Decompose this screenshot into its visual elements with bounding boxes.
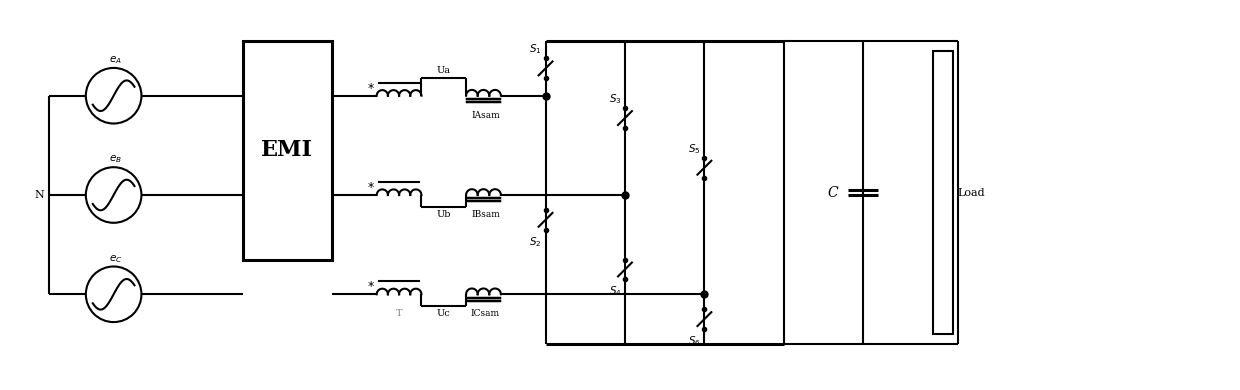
Text: $S_4$: $S_4$: [609, 284, 621, 298]
Text: Uc: Uc: [436, 309, 450, 318]
Text: $S_6$: $S_6$: [688, 334, 701, 348]
Text: IAsam: IAsam: [471, 111, 500, 120]
Text: $e_C$: $e_C$: [109, 253, 123, 264]
Text: $e_B$: $e_B$: [109, 153, 122, 165]
Text: $e_A$: $e_A$: [109, 54, 122, 66]
Text: EMI: EMI: [262, 139, 314, 161]
Text: Ua: Ua: [436, 66, 451, 75]
Text: N: N: [35, 190, 45, 200]
Text: $S_5$: $S_5$: [688, 142, 701, 156]
Text: Ub: Ub: [436, 210, 451, 219]
Text: T: T: [396, 309, 403, 318]
Text: *: *: [367, 280, 373, 293]
Text: *: *: [367, 82, 373, 95]
Text: *: *: [367, 181, 373, 194]
Bar: [243, 41, 332, 259]
Text: $S_2$: $S_2$: [529, 235, 542, 248]
Text: ICsam: ICsam: [471, 309, 500, 318]
Text: $S_1$: $S_1$: [529, 43, 542, 57]
Text: IBsam: IBsam: [471, 210, 500, 219]
Bar: [932, 51, 952, 334]
Text: $S_3$: $S_3$: [609, 92, 621, 106]
Text: C: C: [828, 186, 838, 200]
Text: Load: Load: [957, 188, 986, 197]
